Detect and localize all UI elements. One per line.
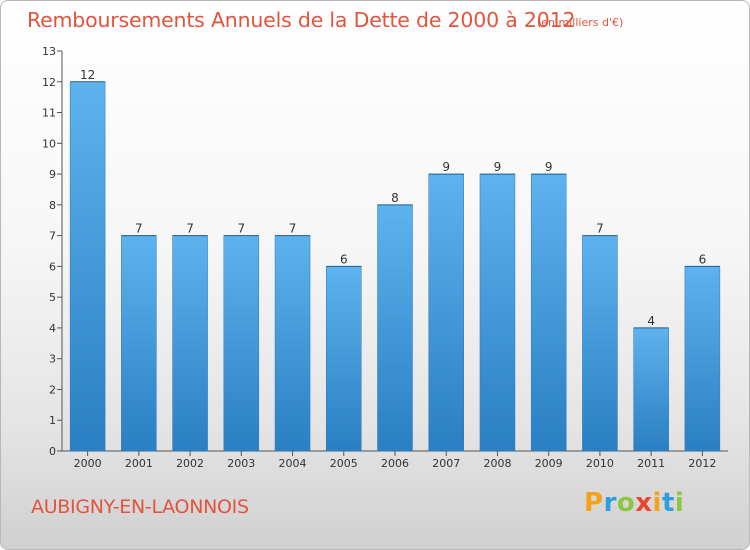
chart-title: Remboursements Annuels de la Dette de 20… <box>27 8 576 32</box>
chart-subtitle: (en milliers d'€) <box>537 16 624 29</box>
data-label: 9 <box>494 160 502 174</box>
logo-letter: i <box>652 488 662 518</box>
proxiti-logo: Proxiti <box>584 488 684 518</box>
y-tick-label: 4 <box>49 322 56 335</box>
bar <box>633 327 669 452</box>
x-tick-label: 2008 <box>483 457 511 470</box>
data-label: 7 <box>596 222 604 236</box>
y-tick-label: 3 <box>49 353 56 366</box>
location-name: AUBIGNY-EN-LAONNOIS <box>31 496 249 518</box>
x-tick-label: 2012 <box>688 457 716 470</box>
data-label: 9 <box>545 160 553 174</box>
x-tick-label: 2011 <box>637 457 665 470</box>
logo-letter: r <box>603 488 617 518</box>
y-tick-label: 10 <box>42 137 56 150</box>
x-tick-label: 2003 <box>227 457 255 470</box>
data-label: 4 <box>647 314 655 328</box>
bar <box>479 173 516 452</box>
bar <box>172 235 208 452</box>
y-tick-label: 8 <box>49 199 56 212</box>
y-tick-label: 9 <box>49 168 56 181</box>
data-label: 7 <box>186 222 194 236</box>
x-tick-label: 2007 <box>432 457 460 470</box>
y-tick-label: 12 <box>42 76 56 89</box>
y-tick-label: 5 <box>49 291 56 304</box>
x-tick-label: 2001 <box>125 457 153 470</box>
data-label: 6 <box>340 252 348 266</box>
bar <box>121 235 157 452</box>
x-tick-label: 2002 <box>176 457 204 470</box>
data-label: 8 <box>391 191 399 205</box>
x-tick-label: 2004 <box>279 457 307 470</box>
y-tick-label: 7 <box>49 230 56 243</box>
y-tick-label: 13 <box>42 45 56 58</box>
chart-data-labels: 12 7 7 7 7 6 8 9 9 9 7 4 6 <box>80 68 706 328</box>
bar <box>530 173 567 452</box>
logo-letter: t <box>661 488 675 518</box>
bar <box>428 173 464 452</box>
bar <box>274 235 311 452</box>
data-label: 7 <box>289 222 297 236</box>
y-tick-label: 0 <box>49 445 56 458</box>
x-tick-label: 2000 <box>74 457 102 470</box>
y-tick-label: 11 <box>42 107 56 120</box>
bar <box>326 266 362 452</box>
data-label: 6 <box>699 252 707 266</box>
x-tick-label: 2009 <box>535 457 563 470</box>
x-tick-label: 2006 <box>381 457 409 470</box>
chart-bars <box>69 81 721 452</box>
bar <box>684 266 721 452</box>
x-tick-label: 2010 <box>586 457 614 470</box>
y-tick-label: 6 <box>49 260 56 273</box>
bar <box>69 81 106 452</box>
data-label: 7 <box>135 222 143 236</box>
bar <box>377 204 413 452</box>
data-label: 9 <box>442 160 450 174</box>
logo-letter: P <box>584 488 604 518</box>
logo-letter: x <box>635 488 653 518</box>
logo-letter: o <box>616 488 636 518</box>
y-tick-label: 2 <box>49 383 56 396</box>
data-label: 7 <box>237 222 245 236</box>
data-label: 12 <box>80 68 95 82</box>
bar <box>223 235 260 452</box>
bar <box>582 235 618 452</box>
x-tick-label: 2005 <box>330 457 358 470</box>
logo-letter: i <box>674 488 685 518</box>
y-tick-label: 1 <box>49 414 56 427</box>
